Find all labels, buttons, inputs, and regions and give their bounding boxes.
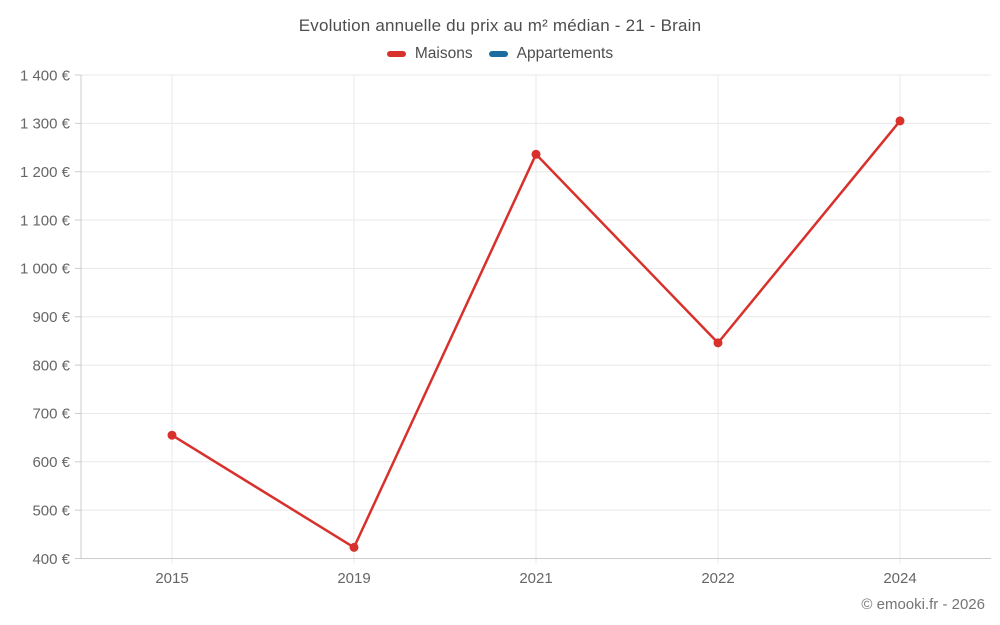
copyright-credit: © emooki.fr - 2026 (861, 596, 985, 613)
y-tick-label: 900 € (32, 309, 70, 326)
appartements-color-swatch (488, 51, 508, 57)
x-tick-label: 2021 (519, 570, 552, 587)
data-point-maisons-2021[interactable] (531, 149, 541, 159)
y-tick-label: 1 000 € (20, 261, 71, 278)
y-tick-label: 600 € (32, 454, 70, 471)
data-point-maisons-2024[interactable] (895, 116, 905, 126)
x-tick-label: 2019 (337, 570, 370, 587)
x-tick-label: 2015 (155, 570, 188, 587)
chart-legend: Maisons Appartements (0, 45, 1000, 63)
y-tick-label: 1 300 € (20, 116, 71, 133)
chart-title: Evolution annuelle du prix au m² médian … (298, 16, 702, 35)
y-tick-label: 800 € (32, 357, 70, 374)
y-tick-label: 400 € (32, 551, 70, 568)
data-point-maisons-2019[interactable] (349, 542, 359, 552)
legend-label-appartements: Appartements (516, 45, 614, 62)
y-tick-label: 1 400 € (20, 67, 71, 84)
legend-item-appartements[interactable]: Appartements (488, 45, 614, 63)
maisons-color-swatch (386, 51, 406, 57)
legend-label-maisons: Maisons (414, 45, 473, 62)
x-tick-label: 2024 (883, 570, 916, 587)
y-tick-label: 500 € (32, 502, 70, 519)
legend-item-maisons[interactable]: Maisons (386, 45, 473, 63)
data-point-maisons-2022[interactable] (713, 338, 723, 348)
data-point-maisons-2015[interactable] (167, 430, 177, 440)
y-tick-label: 1 200 € (20, 164, 71, 181)
y-tick-label: 700 € (32, 406, 70, 423)
y-tick-label: 1 100 € (20, 212, 71, 229)
x-tick-label: 2022 (701, 570, 734, 587)
